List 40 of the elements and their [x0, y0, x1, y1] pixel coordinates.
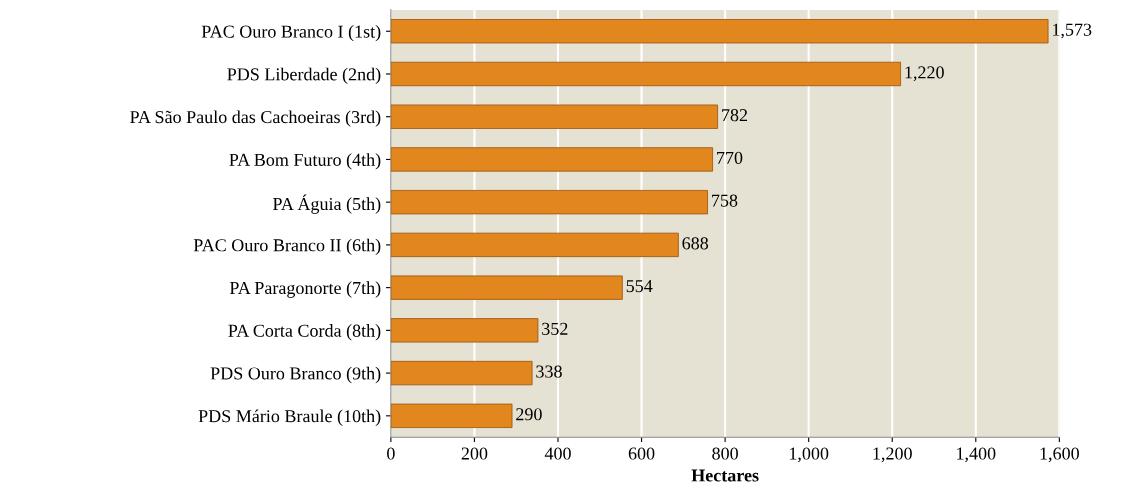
- y-tick-label: PA Bom Futuro (4th): [229, 153, 381, 170]
- data-label: 290: [516, 408, 542, 421]
- bar: [390, 318, 539, 343]
- y-tick-label: PA São Paulo das Cachoeiras (3rd): [130, 110, 381, 127]
- x-tick-label: 400: [544, 447, 571, 460]
- bar: [390, 61, 902, 87]
- y-tick-label: PAC Ouro Branco II (6th): [193, 238, 381, 256]
- y-tick-label: PA Paragonorte (7th): [229, 281, 381, 298]
- x-axis-title: Hectares: [691, 469, 759, 482]
- data-label: 1,220: [905, 66, 944, 82]
- bar: [390, 147, 714, 172]
- bar: [390, 19, 1049, 44]
- bar: [390, 232, 679, 258]
- bar: [390, 403, 513, 428]
- x-tick-label: 1,200: [873, 447, 912, 463]
- x-tick-label: 1,400: [957, 447, 996, 463]
- x-tick-label: 600: [628, 447, 655, 460]
- x-tick-label: 200: [461, 447, 488, 460]
- bar: [390, 104, 719, 129]
- data-label: 352: [542, 322, 568, 335]
- y-tick-label: PA Corta Corda (8th): [228, 324, 381, 341]
- x-tick-label: 1,600: [1040, 447, 1079, 463]
- data-label: 554: [626, 280, 653, 293]
- data-label: 770: [717, 151, 743, 164]
- bar: [390, 190, 708, 215]
- y-tick-label: PDS Ouro Branco (9th): [210, 366, 381, 384]
- data-label: 782: [722, 109, 748, 122]
- y-tick-label: PA Águia (5th): [272, 194, 381, 214]
- y-tick-label: PDS Liberdade (2nd): [227, 67, 381, 85]
- bar: [390, 360, 533, 386]
- data-label: 688: [682, 237, 709, 250]
- x-tick-label: 800: [712, 447, 738, 460]
- y-tick-label: PAC Ouro Branco I (1st): [201, 24, 381, 42]
- data-label: 758: [712, 194, 738, 207]
- bar: [390, 275, 623, 300]
- data-label: 1,573: [1053, 23, 1092, 39]
- y-tick-label: PDS Mário Braule (10th): [198, 409, 381, 426]
- x-tick-label: 1,000: [789, 447, 829, 463]
- x-tick-label: 0: [387, 447, 395, 460]
- data-label: 338: [536, 365, 562, 378]
